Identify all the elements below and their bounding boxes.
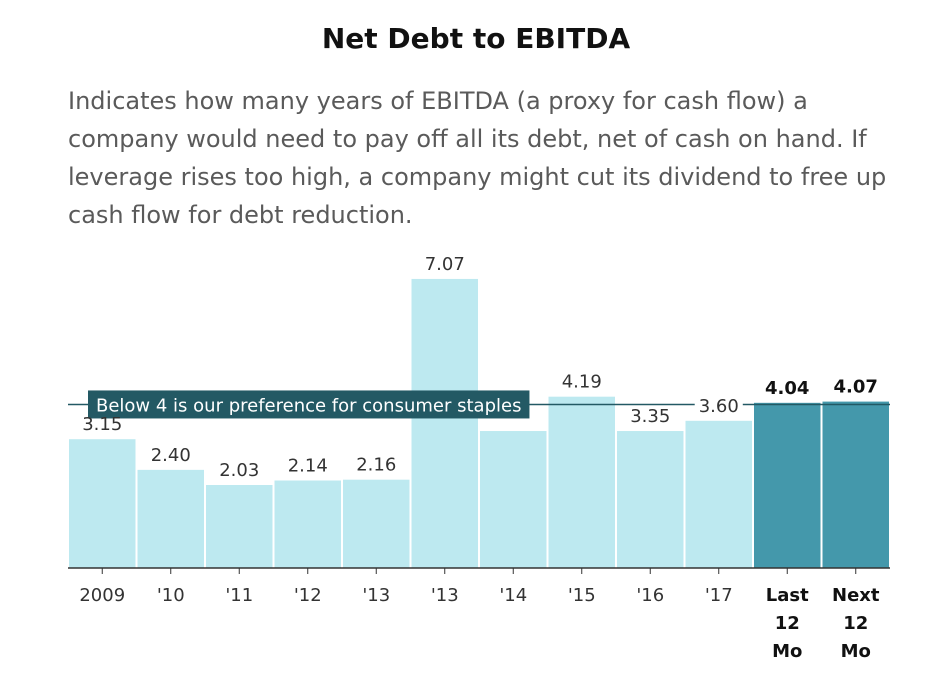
value-label-7: 4.19	[562, 372, 602, 393]
bar-7	[548, 396, 615, 568]
x-tick-label-10: Last 12 Mo	[766, 585, 809, 662]
bar-5	[411, 278, 478, 568]
bar-4	[343, 479, 410, 568]
chart-title: Net Debt to EBITDA	[321, 22, 631, 55]
value-label-9: 3.60	[699, 396, 739, 417]
reference-label: Below 4 is our preference for consumer s…	[96, 395, 521, 416]
x-tick-label-5: '13	[431, 585, 459, 606]
value-label-3: 2.14	[288, 456, 328, 477]
x-tick-label-11: Next 12 Mo	[832, 585, 880, 662]
bar-10	[754, 402, 821, 568]
x-tick-label-4: '13	[362, 585, 390, 606]
value-label-2: 2.03	[219, 460, 259, 481]
x-axis: 2009 '10 '11 '12 '13 '13 '14 '15 '16 '17 Last 12 Mo N…	[68, 567, 890, 662]
bar-1	[137, 469, 204, 568]
x-tick-label-2: '11	[225, 585, 253, 606]
x-tick-label-6: '14	[499, 585, 527, 606]
bar-3	[274, 480, 341, 568]
value-label-8: 3.35	[630, 406, 670, 427]
chart-subtitle: Indicates how many years of EBITDA (a pr…	[68, 87, 887, 229]
value-label-4: 2.16	[356, 455, 396, 476]
bars-layer	[69, 278, 889, 568]
value-label-11: 4.07	[834, 377, 878, 398]
bar-6	[480, 431, 547, 568]
value-label-10: 4.04	[765, 378, 809, 399]
value-label-0: 3.15	[82, 414, 122, 435]
bar-11	[822, 401, 889, 568]
reference-label-background	[88, 390, 530, 419]
bar-9	[685, 420, 752, 568]
bar-0	[69, 439, 136, 568]
x-tick-label-8: '16	[636, 585, 664, 606]
value-label-1: 2.40	[151, 445, 191, 466]
x-tick-label-3: '12	[294, 585, 322, 606]
x-tick-label-0: 2009	[79, 585, 125, 606]
x-tick-label-1: '10	[157, 585, 185, 606]
value-label-background-9	[694, 395, 743, 417]
value-labels-layer: 3.15 2.40 2.03 2.14 2.16 7.07 4.19 3.35 3.60 4.04…	[82, 254, 878, 481]
value-label-5: 7.07	[425, 254, 465, 275]
x-tick-label-9: '17	[705, 585, 733, 606]
x-tick-label-7: '15	[568, 585, 596, 606]
reference-layer: Below 4 is our preference for consumer s…	[68, 390, 890, 419]
bar-2	[206, 485, 273, 568]
bar-8	[617, 431, 684, 568]
